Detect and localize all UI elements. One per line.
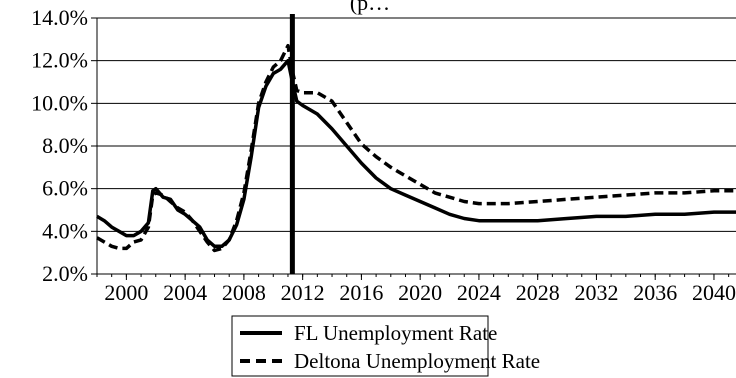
legend: FL Unemployment Rate Deltona Unemploymen… [231,315,540,377]
x-tick-label: 2008 [222,280,266,305]
series-line-deltona [96,43,736,253]
series-lines [96,43,736,253]
x-tick-label: 2000 [104,280,148,305]
chart-title: (p… [350,0,390,15]
y-tick-label: 12.0% [31,48,88,73]
y-tick-label: 2.0% [42,261,88,286]
x-tick-label: 2012 [281,280,325,305]
y-tick-label: 8.0% [42,133,88,158]
x-axis-ticks: 2000 2004 2008 2012 2016 2020 2024 2028 2032 2036… [96,274,736,305]
y-tick-label: 14.0% [31,5,88,30]
legend-box [231,315,489,377]
legend-label-deltona: Deltona Unemployment Rate [294,349,540,373]
x-tick-label: 2040 [692,280,736,305]
x-tick-label: 2024 [457,280,501,305]
x-tick-label: 2004 [163,280,207,305]
legend-label-fl: FL Unemployment Rate [294,321,497,345]
x-tick-label: 2032 [574,280,618,305]
series-line-fl [96,58,736,249]
x-tick-label: 2036 [633,280,677,305]
x-tick-label: 2020 [398,280,442,305]
x-tick-label: 2028 [516,280,560,305]
x-tick-label: 2016 [339,280,383,305]
grid [97,17,736,275]
y-tick-label: 6.0% [42,176,88,201]
y-axis-ticks: 2.0% 4.0% 6.0% 8.0% 10.0% 12.0% 14.0% [31,5,97,286]
y-tick-label: 4.0% [42,218,88,243]
y-tick-label: 10.0% [31,90,88,115]
